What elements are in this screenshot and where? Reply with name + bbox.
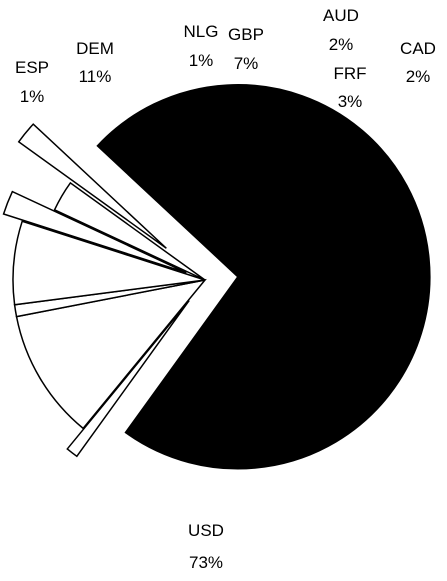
pie-slice-esp xyxy=(66,300,190,458)
slice-percent-nlg: 1% xyxy=(189,51,214,70)
slice-percent-aud: 2% xyxy=(329,35,354,54)
slice-percent-esp: 1% xyxy=(20,87,45,106)
pie-slice-aud xyxy=(2,190,187,274)
pie-labels: USD 73% ESP 1% DEM 11% NLG 1% GBP 7% AUD… xyxy=(15,6,436,572)
slice-label-cad: CAD xyxy=(400,39,436,58)
slice-label-gbp: GBP xyxy=(228,25,264,44)
slice-percent-frf: 3% xyxy=(338,92,363,111)
slice-label-esp: ESP xyxy=(15,58,49,77)
pie-slice-frf xyxy=(53,181,206,281)
slice-percent-gbp: 7% xyxy=(234,54,259,73)
slice-label-nlg: NLG xyxy=(184,22,219,41)
pie-slice-gbp xyxy=(12,220,206,306)
slice-percent-usd: 73% xyxy=(189,553,223,572)
pie-slices xyxy=(2,84,431,470)
pie-slice-dem xyxy=(15,278,207,430)
slice-label-frf: FRF xyxy=(333,64,366,83)
pie-slice-usd xyxy=(96,84,431,470)
pie-slice-cad xyxy=(17,123,167,249)
slice-label-aud: AUD xyxy=(323,6,359,25)
slice-label-dem: DEM xyxy=(76,39,114,58)
slice-label-usd: USD xyxy=(188,521,224,540)
slice-percent-cad: 2% xyxy=(406,67,431,86)
slice-percent-dem: 11% xyxy=(79,67,112,86)
